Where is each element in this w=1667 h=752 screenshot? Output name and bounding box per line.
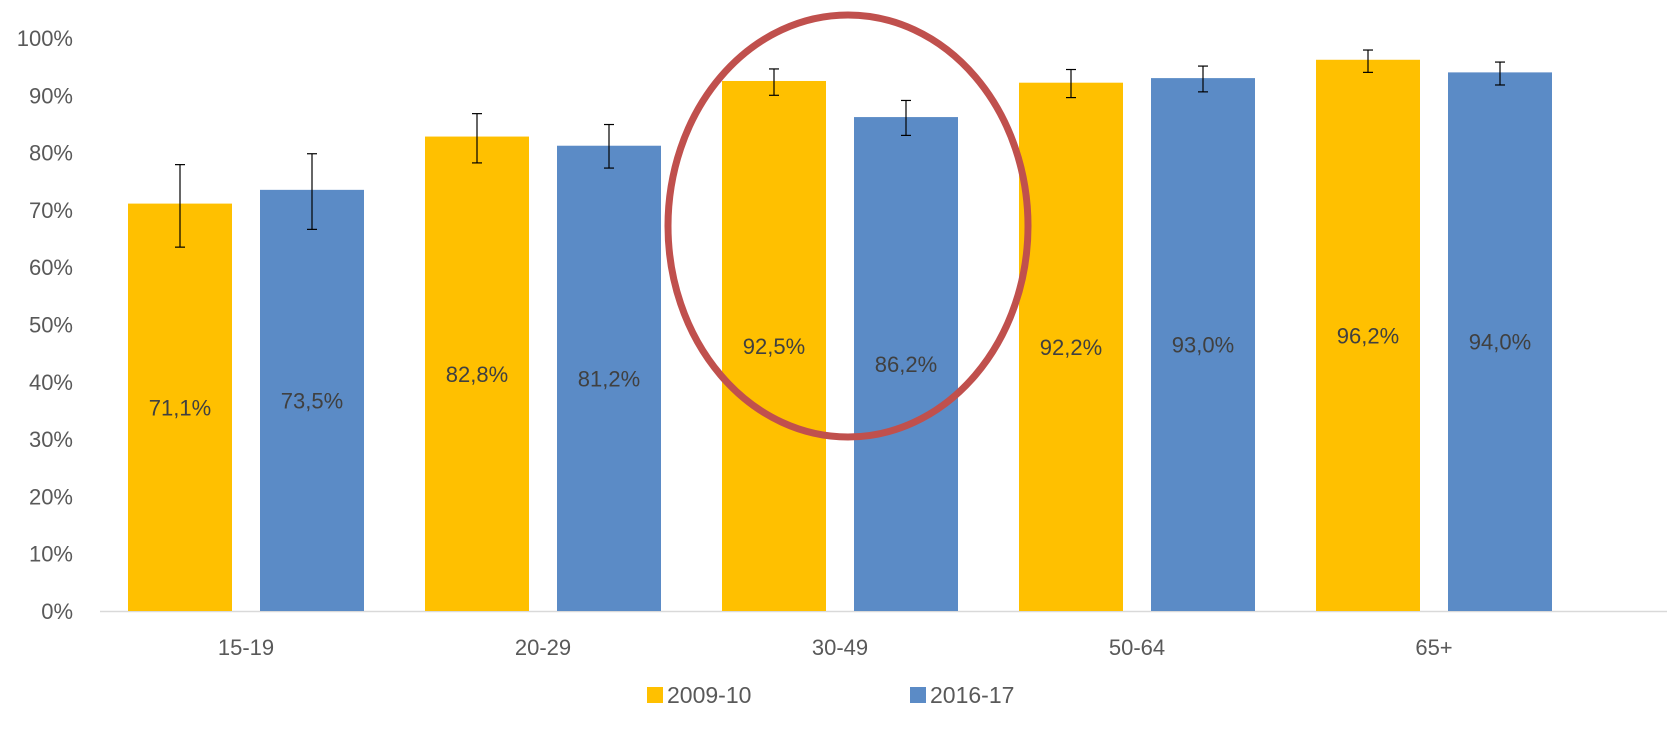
bar-2009-10-20-29 [425, 136, 529, 611]
y-tick-label: 0% [41, 599, 73, 624]
y-tick-label: 50% [29, 313, 73, 338]
error-bar [1495, 61, 1505, 86]
bar-2016-17-50-64 [1151, 78, 1255, 612]
error-bar [769, 68, 779, 96]
bar-2009-10-30-49 [722, 80, 826, 612]
highlight-annotation [664, 11, 1032, 441]
y-tick-label: 20% [29, 484, 73, 509]
y-tick-label: 90% [29, 83, 73, 108]
bar-2016-17-30-49 [854, 117, 958, 611]
bar-2016-17-20-29 [557, 145, 661, 611]
y-tick-label: 70% [29, 198, 73, 223]
error-bar [175, 164, 185, 248]
y-tick-label: 60% [29, 255, 73, 280]
legend-swatch [910, 687, 926, 703]
highlight-ellipse [664, 11, 1032, 441]
bar-2009-10-50-64 [1019, 82, 1123, 612]
data-label: 82,8% [446, 362, 508, 387]
data-label: 71,1% [149, 395, 211, 420]
legend-item: 2016-17 [910, 682, 1014, 708]
legend: 2009-10 2016-17 [647, 682, 1014, 708]
data-label: 73,5% [281, 388, 343, 413]
legend-item: 2009-10 [647, 682, 751, 708]
y-tick-label: 80% [29, 141, 73, 166]
bar-2016-17-15-19 [260, 189, 364, 611]
error-bar [604, 123, 614, 169]
y-axis: 0% 10% 20% 30% 40% 50% 60% 70% 80% 90% 100% [17, 26, 73, 624]
data-label: 81,2% [578, 366, 640, 391]
x-tick-label: 65+ [1415, 635, 1452, 660]
data-label: 96,2% [1337, 323, 1399, 348]
bar-2016-17-65+ [1448, 72, 1552, 611]
error-bar [1363, 49, 1373, 73]
x-tick-label: 50-64 [1109, 635, 1165, 660]
y-tick-label: 10% [29, 542, 73, 567]
data-label: 92,5% [743, 334, 805, 359]
error-bar [307, 153, 317, 230]
x-tick-label: 20-29 [515, 635, 571, 660]
bar-2009-10-65+ [1316, 59, 1420, 612]
data-label: 92,2% [1040, 335, 1102, 360]
y-tick-label: 30% [29, 427, 73, 452]
x-tick-label: 15-19 [218, 635, 274, 660]
legend-label: 2016-17 [930, 682, 1014, 708]
error-bar [1066, 68, 1076, 99]
x-tick-label: 30-49 [812, 635, 868, 660]
bar-2009-10-15-19 [128, 203, 232, 612]
legend-swatch [647, 687, 663, 703]
x-axis: 15-19 20-29 30-49 50-64 65+ [100, 610, 1667, 660]
legend-label: 2009-10 [667, 682, 751, 708]
data-labels-group: 71,1% 82,8% 92,5% 92,2% 96,2% 73,5% 81,2% 86,2%… [149, 323, 1531, 420]
data-label: 93,0% [1172, 333, 1234, 358]
error-bars-group [175, 49, 1505, 248]
error-bar [901, 99, 911, 137]
bars-group [128, 59, 1552, 612]
data-label: 86,2% [875, 352, 937, 377]
error-bar [472, 113, 482, 164]
y-tick-label: 100% [17, 26, 73, 51]
error-bar [1198, 65, 1208, 93]
data-label: 94,0% [1469, 330, 1531, 355]
y-tick-label: 40% [29, 370, 73, 395]
